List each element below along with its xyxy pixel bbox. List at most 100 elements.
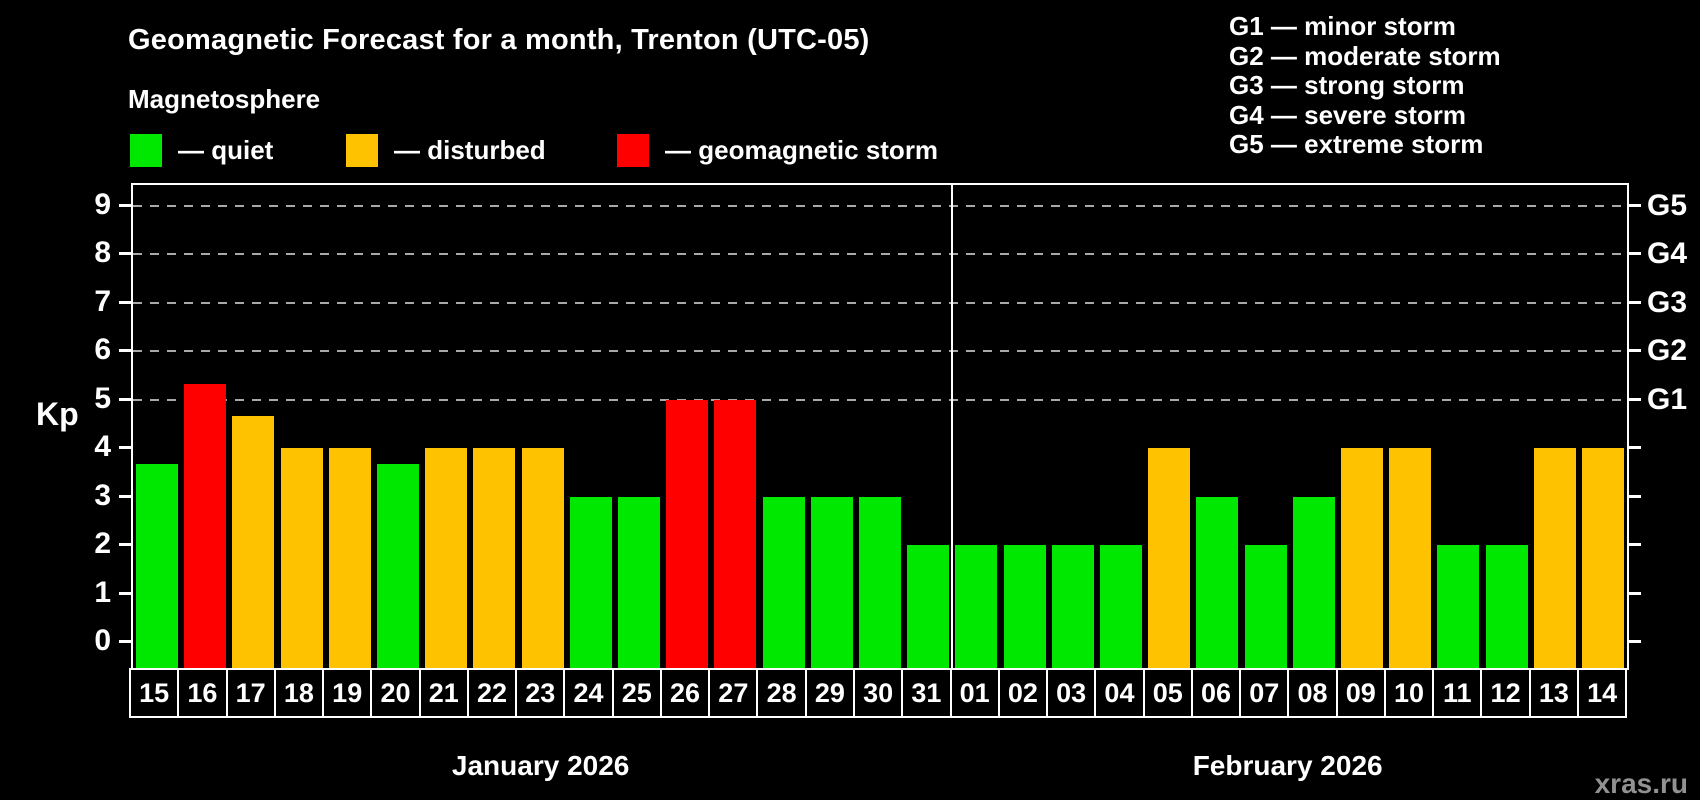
kp-bar-february-12 xyxy=(1485,545,1528,668)
day-cell: 24 xyxy=(563,668,614,718)
right-tick-kp4 xyxy=(1629,446,1641,449)
gridline-kp7 xyxy=(133,301,1627,304)
kp-bar-january-28 xyxy=(762,496,805,668)
right-tick-kp6 xyxy=(1629,349,1641,352)
day-cell: 15 xyxy=(129,668,180,718)
kp-bar-february-11 xyxy=(1437,545,1480,668)
plot-area xyxy=(131,183,1629,670)
kp-bar-february-06 xyxy=(1196,496,1239,668)
day-cell: 18 xyxy=(273,668,325,718)
right-tick-kp0 xyxy=(1629,640,1641,643)
kp-bar-january-30 xyxy=(859,496,901,668)
month-label-january: January 2026 xyxy=(451,750,630,781)
kp-bar-february-03 xyxy=(1051,545,1094,668)
left-tick-kp6 xyxy=(119,349,131,352)
y-tick-label-5: 5 xyxy=(94,381,111,415)
left-tick-kp2 xyxy=(119,543,131,546)
y-tick-label-8: 8 xyxy=(94,236,111,269)
day-cell: 23 xyxy=(515,668,566,718)
day-cell: 03 xyxy=(1046,668,1097,718)
g-tick-label-g5: G5 xyxy=(1647,188,1688,222)
quiet-color-swatch xyxy=(130,133,162,167)
day-cell: 25 xyxy=(611,668,662,718)
kp-bar-january-31 xyxy=(907,545,950,668)
y-tick-label-6: 6 xyxy=(94,333,111,366)
kp-bar-february-04 xyxy=(1099,545,1142,668)
y-tick-label-2: 2 xyxy=(94,527,111,560)
g-legend-line-g3: G3 — strong storm xyxy=(1229,70,1465,100)
kp-bar-february-07 xyxy=(1244,545,1287,668)
day-cell: 22 xyxy=(466,668,518,718)
g-tick-label-g3: G3 xyxy=(1647,285,1688,319)
kp-bar-january-25 xyxy=(618,496,661,668)
day-cell: 30 xyxy=(852,668,904,718)
y-tick-label-3: 3 xyxy=(94,478,111,512)
day-cell: 19 xyxy=(322,668,373,718)
kp-bar-february-01 xyxy=(955,545,998,668)
y-tick-label-9: 9 xyxy=(94,187,111,221)
right-tick-kp8 xyxy=(1629,252,1641,255)
legend-label-quiet: — quiet xyxy=(178,134,274,165)
gridline-kp5 xyxy=(133,398,1627,401)
legend-item-storm: — geomagnetic storm xyxy=(617,133,938,167)
g-tick-label-g4: G4 xyxy=(1647,237,1688,270)
day-cell: 05 xyxy=(1142,668,1193,718)
right-tick-kp1 xyxy=(1629,591,1641,595)
left-tick-kp9 xyxy=(119,203,131,207)
kp-bar-january-21 xyxy=(425,448,468,668)
day-cell: 26 xyxy=(659,668,711,718)
y-tick-label-7: 7 xyxy=(94,284,111,318)
gridline-kp9 xyxy=(133,204,1627,207)
kp-bar-february-14 xyxy=(1581,448,1624,668)
g-legend-line-g2: G2 — moderate storm xyxy=(1229,40,1501,71)
day-cell: 14 xyxy=(1576,668,1628,718)
g-legend-line-g5: G5 — extreme storm xyxy=(1229,129,1484,159)
left-tick-kp7 xyxy=(119,300,131,304)
day-cell: 21 xyxy=(418,668,469,718)
gridline-kp6 xyxy=(133,350,1627,352)
kp-bar-january-16 xyxy=(184,383,227,668)
g-scale-legend: G1 — minor storm G2 — moderate storm G3 … xyxy=(1229,11,1501,160)
watermark: xras.ru xyxy=(1594,768,1688,799)
gridline-kp8 xyxy=(133,253,1627,255)
kp-bar-january-22 xyxy=(473,448,516,668)
kp-bar-february-09 xyxy=(1340,448,1383,668)
kp-bar-january-23 xyxy=(521,448,564,668)
day-cell: 10 xyxy=(1383,668,1435,718)
right-tick-kp7 xyxy=(1629,300,1641,304)
kp-bar-january-26 xyxy=(666,399,709,668)
kp-bar-february-08 xyxy=(1292,496,1335,668)
day-cell: 12 xyxy=(1480,668,1531,718)
day-cell: 27 xyxy=(708,668,759,718)
chart-title: Geomagnetic Forecast for a month, Trento… xyxy=(128,24,870,56)
right-tick-kp2 xyxy=(1629,543,1641,546)
kp-bar-january-19 xyxy=(328,448,371,668)
legend-label-disturbed: — disturbed xyxy=(394,134,546,165)
kp-bar-february-02 xyxy=(1003,545,1046,668)
g-tick-label-g2: G2 xyxy=(1647,334,1688,367)
kp-bar-january-18 xyxy=(280,448,323,668)
day-cell: 20 xyxy=(370,668,421,718)
y-tick-label-4: 4 xyxy=(94,430,111,463)
storm-color-swatch xyxy=(617,133,649,167)
day-cell: 13 xyxy=(1528,668,1579,718)
kp-bar-january-17 xyxy=(232,415,275,668)
g-legend-line-g4: G4 — severe storm xyxy=(1229,99,1467,130)
day-cell: 17 xyxy=(225,668,276,718)
kp-bar-january-15 xyxy=(136,464,179,668)
magnetosphere-legend-title: Magnetosphere xyxy=(128,84,321,114)
legend-item-quiet: — quiet xyxy=(130,133,273,167)
kp-bar-february-13 xyxy=(1533,448,1576,668)
kp-bar-february-10 xyxy=(1389,448,1432,668)
left-tick-kp4 xyxy=(119,446,131,449)
day-cell: 16 xyxy=(177,668,228,718)
right-tick-kp9 xyxy=(1629,203,1641,207)
y-tick-label-0: 0 xyxy=(94,624,111,657)
kp-bar-january-29 xyxy=(810,496,853,668)
day-cell: 29 xyxy=(804,668,855,718)
kp-bar-january-20 xyxy=(377,464,420,668)
day-cell: 07 xyxy=(1239,668,1290,718)
day-cell: 04 xyxy=(1094,668,1145,718)
day-cell: 02 xyxy=(997,668,1049,718)
legend-item-disturbed: — disturbed xyxy=(346,133,546,167)
